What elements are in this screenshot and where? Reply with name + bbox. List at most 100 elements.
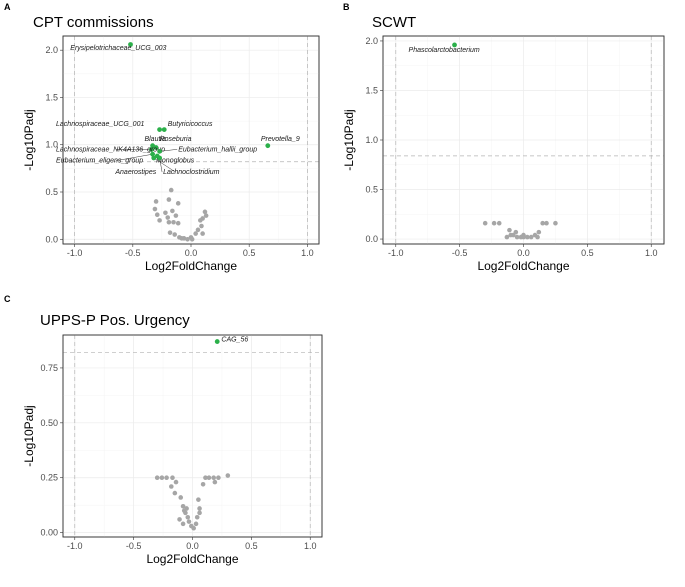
point-label: Lachnospiraceae_UCG_001 [56,121,144,128]
significant-points: Phascolarctobacterium [409,42,480,54]
x-axis-title: Log2FoldChange [145,259,237,273]
significant-point [452,42,457,48]
y-tick-label: 2.0 [45,45,58,55]
point-label: Roseburia [160,136,192,143]
point-label: Lachnoclostridium [163,169,220,176]
nonsignificant-point [553,220,558,226]
x-tick-label: 0.0 [186,541,199,551]
point-label: Eubacterium_eligens_group [56,158,143,165]
nonsignificant-point [194,514,200,520]
nonsignificant-point [165,215,171,220]
x-axis-title: Log2FoldChange [146,552,238,566]
nonsignificant-point [535,234,540,240]
nonsignificant-point [186,519,192,524]
nonsignificant-point [167,230,173,235]
significant-points: CAG_56 [214,337,248,344]
nonsignificant-point [185,236,190,242]
nonsignificant-point [510,232,516,238]
point-label: Lachnospiraceae_NK4A136_group [56,146,165,153]
y-axis-title: -Log10Padj [22,405,36,466]
label-leader-line [153,157,176,173]
nonsignificant-point [172,232,178,237]
point-label: Eubacterium_hallii_group [178,146,257,153]
y-tick-label: 2.0 [365,36,378,46]
significant-point [149,147,154,152]
nonsignificant-point [159,475,165,481]
panel-letter: B [343,2,350,12]
nonsignificant-point [544,220,549,226]
y-tick-label: 0.75 [40,363,58,373]
x-tick-label: -1.0 [388,248,404,258]
chart-title: SCWT [372,14,416,31]
y-tick-label: 1.5 [365,85,378,95]
nonsignificant-point [203,475,208,481]
nonsignificant-point [206,475,212,481]
nonsignificant-point [200,482,206,487]
nonsignificant-point [225,473,231,478]
nonsignificant-point [197,506,202,511]
x-tick-label: -1.0 [67,248,83,258]
point-label: Monoglobus [156,158,195,165]
nonsignificant-point [193,231,198,236]
panel-a: A CPT commissions -1.0 -0.5 0.0 0.5 1.0 0.0 0.5 1… [4,2,320,273]
x-tick-label: 0.0 [185,248,198,258]
nonsignificant-point [199,223,204,229]
nonsignificant-point [164,475,169,481]
nonsignificant-point [172,490,178,496]
point-label: Butyricicoccus [168,121,213,128]
point-label: Erysipelotrichaceae_UCG_003 [70,45,166,52]
y-tick-label: 1.0 [45,140,58,150]
significant-point [161,127,167,132]
chart-title: UPPS-P Pos. Urgency [40,312,190,329]
y-tick-label: 1.0 [365,135,378,145]
panel-letter: C [4,294,11,304]
nonsignificant-point [203,213,209,218]
nonsignificant-point [482,220,488,226]
label-leader-line [159,149,178,152]
nonsignificant-point [504,234,510,240]
nonsignificant-point [514,234,520,240]
panel-b: B SCWT -1.0 -0.5 0.0 0.5 1.0 0.0 0.5 1.0 1.5 2.0 Log… [342,2,665,273]
x-tick-label: 0.0 [517,248,530,258]
nonsignificant-point [184,506,189,511]
significant-point [157,127,162,132]
significant-point [157,148,162,154]
gridlines [383,36,664,244]
nonsignificant-point [180,503,186,509]
nonsignificant-point [168,187,174,193]
nonsignificant-points [152,187,209,242]
significant-point [153,145,159,150]
nonsignificant-point [170,475,175,481]
y-tick-label: 0.0 [365,234,378,244]
x-tick-label: -0.5 [452,248,468,258]
x-tick-label: 0.5 [581,248,594,258]
nonsignificant-point [185,514,191,520]
nonsignificant-point [540,220,545,226]
nonsignificant-point [193,521,199,527]
y-tick-label: 0.5 [365,185,378,195]
x-tick-label: 0.5 [245,541,258,551]
y-tick-label: 0.00 [40,528,58,538]
nonsignificant-point [154,475,160,481]
x-axis-title: Log2FoldChange [477,259,569,273]
nonsignificant-point [173,479,179,485]
nonsignificant-point [191,525,196,531]
nonsignificant-point [198,218,203,223]
nonsignificant-point [175,201,181,206]
significant-point [265,143,271,149]
significant-point [214,339,220,344]
nonsignificant-point [521,232,526,238]
nonsignificant-point [202,209,208,215]
significant-point [157,155,162,161]
gridlines [63,36,319,244]
nonsignificant-point [163,210,168,216]
nonsignificant-point [178,495,184,500]
y-tick-label: 0.5 [45,187,58,197]
panel-letter: A [4,2,11,12]
nonsignificant-point [196,497,201,502]
nonsignificant-point [513,229,519,235]
nonsignificant-point [212,479,218,485]
x-tick-label: -0.5 [125,248,141,258]
nonsignificant-point [183,510,188,516]
